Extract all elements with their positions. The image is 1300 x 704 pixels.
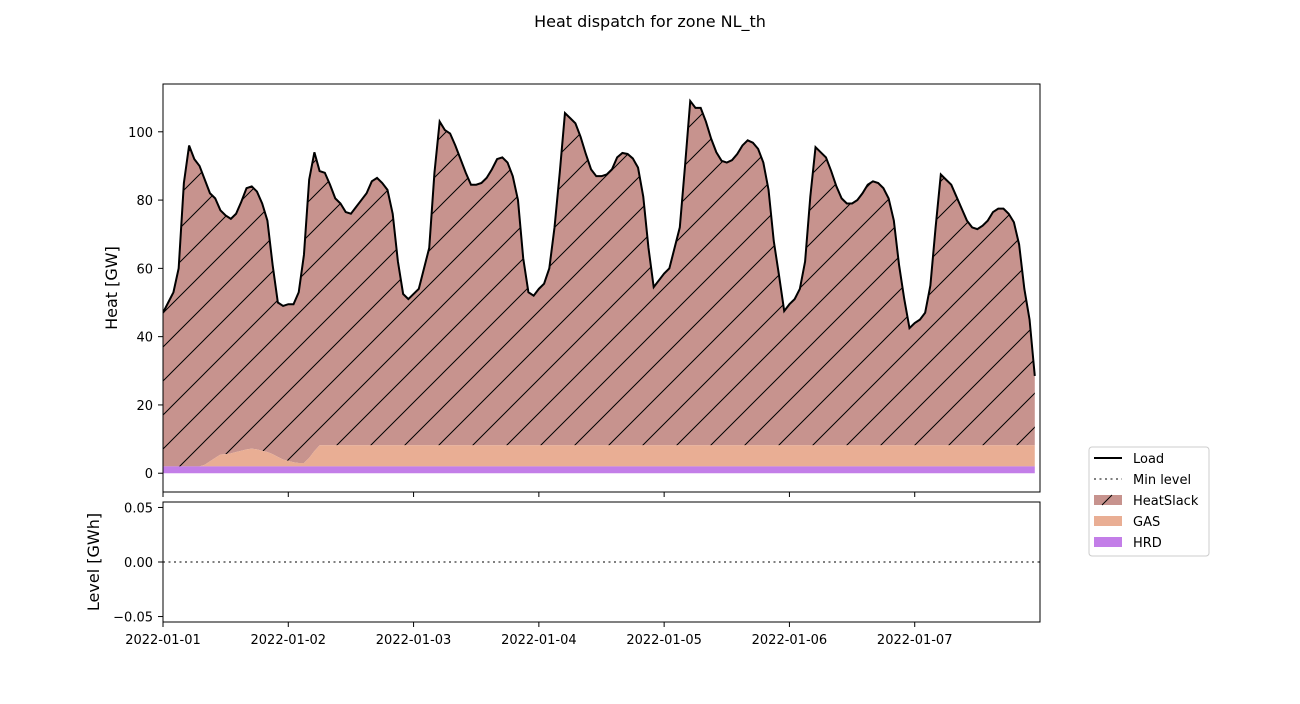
y-tick-label: 20 bbox=[136, 399, 153, 414]
y-tick-label: 100 bbox=[128, 126, 153, 141]
legend-swatch-heatslack bbox=[1094, 495, 1122, 505]
legend-swatch-hrd bbox=[1094, 537, 1122, 547]
legend-frame bbox=[1088, 446, 1210, 557]
x-tick-label: 2022-01-04 bbox=[501, 633, 577, 648]
legend-label: HRD bbox=[1133, 536, 1162, 551]
legend: Load Min level HeatSlack GAS HRD bbox=[1088, 446, 1210, 557]
figure-title: Heat dispatch for zone NL_th bbox=[534, 12, 766, 32]
y-tick-label: 0 bbox=[145, 467, 153, 482]
y-tick-label: −0.05 bbox=[113, 611, 153, 626]
legend-label: GAS bbox=[1133, 515, 1160, 530]
heat-dispatch-axes: 0 20 40 60 80 100 Heat [GW] bbox=[102, 83, 1041, 497]
y-axis-label: Heat [GW] bbox=[102, 246, 121, 330]
legend-label: HeatSlack bbox=[1133, 494, 1199, 509]
heatslack-hatch bbox=[163, 101, 1035, 467]
x-tick-label: 2022-01-02 bbox=[251, 633, 327, 648]
plot-area bbox=[163, 98, 1036, 474]
x-tick-label: 2022-01-07 bbox=[877, 633, 953, 648]
x-tick-label: 2022-01-06 bbox=[752, 633, 828, 648]
y-tick-label: 60 bbox=[136, 262, 153, 277]
legend-swatch-gas bbox=[1094, 516, 1122, 526]
y-tick-label: 0.00 bbox=[124, 556, 153, 571]
hrd-area bbox=[163, 466, 1035, 474]
legend-swatch-hatch bbox=[1101, 494, 1113, 506]
y-tick-label: 40 bbox=[136, 331, 153, 346]
y-axis-label: Level [GWh] bbox=[84, 513, 103, 611]
x-tick-label: 2022-01-01 bbox=[125, 633, 201, 648]
legend-label: Load bbox=[1133, 452, 1164, 467]
bottom-axes-frame bbox=[162, 501, 1041, 623]
load-line bbox=[163, 98, 1036, 377]
legend-label: Min level bbox=[1133, 473, 1191, 488]
y-tick-label: 80 bbox=[136, 194, 153, 209]
x-tick-label: 2022-01-03 bbox=[376, 633, 452, 648]
level-axes: −0.05 0.00 0.05 2022-01-01 2022-01-02 2022-01… bbox=[84, 501, 1041, 648]
y-tick-label: 0.05 bbox=[124, 501, 153, 516]
top-axes-frame bbox=[162, 83, 1041, 493]
x-tick-label: 2022-01-05 bbox=[626, 633, 702, 648]
gas-area bbox=[163, 445, 1035, 467]
